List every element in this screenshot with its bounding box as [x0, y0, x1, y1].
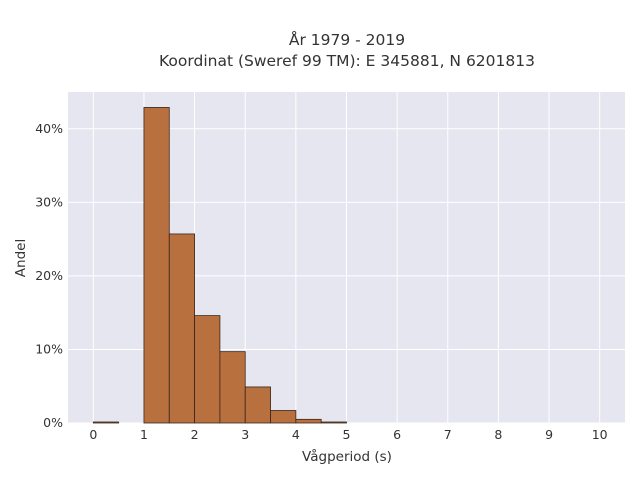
x-axis-ticks: 0 1 2 3 4 5 6 7 8 9 10 — [89, 427, 607, 442]
x-tick-label: 3 — [241, 427, 249, 442]
x-tick-label: 5 — [343, 427, 351, 442]
x-axis-label: Vågperiod (s) — [302, 448, 392, 465]
histogram-bar — [295, 418, 322, 424]
x-tick-label: 8 — [494, 427, 502, 442]
y-tick-label: 30% — [35, 194, 63, 209]
chart-title-line-1: År 1979 - 2019 — [289, 30, 405, 49]
x-tick-label: 0 — [89, 427, 97, 442]
chart-title-line-2: Koordinat (Sweref 99 TM): E 345881, N 62… — [159, 52, 535, 70]
histogram-bar — [320, 421, 347, 424]
x-tick-label: 7 — [444, 427, 452, 442]
histogram-bars — [92, 107, 347, 424]
y-tick-label: 0% — [43, 415, 63, 430]
x-tick-label: 4 — [292, 427, 300, 442]
y-tick-label: 40% — [35, 121, 63, 136]
x-tick-label: 6 — [393, 427, 401, 442]
y-axis-ticks: 0% 10% 20% 30% 40% — [35, 121, 63, 430]
x-tick-label: 1 — [140, 427, 148, 442]
histogram-bar — [168, 233, 195, 424]
x-tick-label: 2 — [191, 427, 199, 442]
x-tick-label: 9 — [545, 427, 553, 442]
y-tick-label: 20% — [35, 268, 63, 283]
histogram-bar — [143, 107, 170, 424]
histogram-bar — [92, 421, 120, 424]
histogram-bar — [244, 386, 271, 424]
histogram-bar — [194, 315, 221, 424]
x-tick-label: 10 — [592, 427, 608, 442]
y-axis-label: Andel — [13, 239, 29, 277]
y-tick-label: 10% — [35, 341, 63, 356]
histogram-bar — [270, 410, 297, 424]
histogram-bar — [219, 351, 246, 424]
